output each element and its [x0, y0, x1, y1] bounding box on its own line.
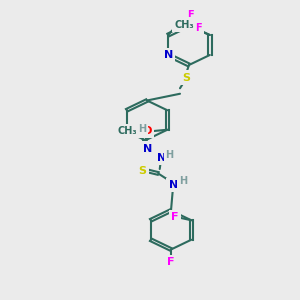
Text: F: F: [167, 257, 175, 267]
Text: F: F: [196, 22, 202, 32]
Text: CH₃: CH₃: [175, 20, 194, 29]
Text: N: N: [169, 180, 178, 190]
Text: N: N: [143, 143, 152, 154]
Text: N: N: [164, 50, 173, 60]
Text: H: H: [138, 124, 146, 134]
Text: S: S: [182, 73, 190, 82]
Text: O: O: [142, 126, 152, 136]
Text: F: F: [171, 212, 178, 222]
Text: N: N: [184, 20, 194, 30]
Text: H: H: [179, 176, 187, 186]
Text: N: N: [157, 153, 166, 163]
Text: S: S: [139, 166, 147, 176]
Text: F: F: [188, 10, 194, 20]
Text: CH₃: CH₃: [118, 126, 137, 136]
Text: H: H: [166, 150, 174, 160]
